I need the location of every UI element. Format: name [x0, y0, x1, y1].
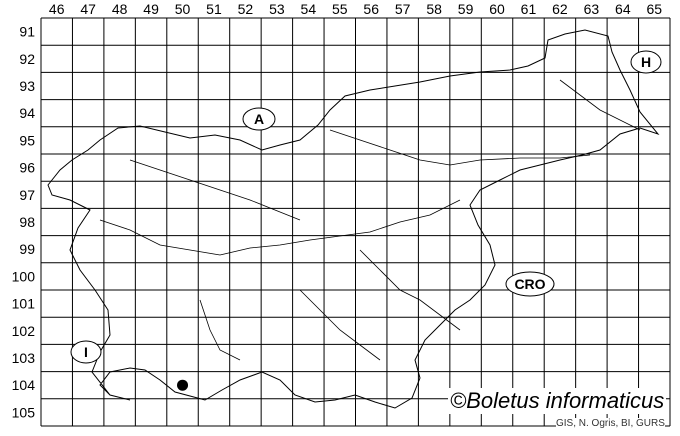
column-label: 49 [143, 1, 159, 17]
row-label: 96 [19, 160, 35, 176]
column-label: 51 [206, 1, 222, 17]
row-label: 94 [19, 105, 35, 121]
grid-lines [40, 17, 671, 427]
row-label: 103 [12, 350, 36, 366]
column-label: 47 [80, 1, 96, 17]
column-labels: 46 47 48 49 50 51 52 53 54 55 56 57 58 59 60 61 62 63 64 65 [49, 1, 662, 17]
svg-text:I: I [84, 344, 88, 360]
row-labels: 91 92 93 94 95 96 97 98 99 100 101 102 103 104 105 [12, 24, 36, 421]
row-label: 99 [19, 241, 35, 257]
row-label: 105 [12, 404, 36, 420]
column-label: 63 [584, 1, 600, 17]
column-label: 53 [269, 1, 285, 17]
column-label: 58 [426, 1, 442, 17]
label-austria: A [242, 107, 276, 131]
svg-text:A: A [254, 111, 264, 127]
row-label: 92 [19, 51, 35, 67]
row-label: 91 [19, 24, 35, 40]
column-label: 50 [175, 1, 191, 17]
column-label: 54 [301, 1, 317, 17]
label-croatia: CRO [505, 271, 555, 297]
column-label: 56 [363, 1, 379, 17]
row-label: 104 [12, 377, 36, 393]
column-label: 55 [332, 1, 348, 17]
column-label: 64 [615, 1, 631, 17]
record-dot [177, 379, 189, 391]
label-italy: I [70, 340, 102, 364]
row-label: 97 [19, 187, 35, 203]
row-label: 100 [12, 268, 36, 284]
row-label: 93 [19, 78, 35, 94]
column-label: 65 [646, 1, 662, 17]
column-label: 61 [521, 1, 537, 17]
records [177, 379, 189, 391]
row-label: 101 [12, 296, 36, 312]
rivers [99, 79, 641, 361]
label-hungary: H [630, 50, 662, 74]
column-label: 57 [395, 1, 411, 17]
svg-text:H: H [641, 54, 651, 70]
column-label: 48 [112, 1, 128, 17]
row-label: 102 [12, 323, 36, 339]
column-label: 52 [238, 1, 254, 17]
credit-text: ©Boletus informaticus [448, 388, 667, 414]
column-label: 62 [552, 1, 568, 17]
source-text: GIS, N. Ogris, BI, GURS [556, 418, 665, 429]
country-labels: A H CRO I [70, 50, 662, 364]
country-border [47, 29, 660, 409]
column-label: 46 [49, 1, 65, 17]
column-label: 59 [458, 1, 474, 17]
row-label: 98 [19, 214, 35, 230]
column-label: 60 [489, 1, 505, 17]
row-label: 95 [19, 132, 35, 148]
svg-text:CRO: CRO [514, 276, 545, 292]
